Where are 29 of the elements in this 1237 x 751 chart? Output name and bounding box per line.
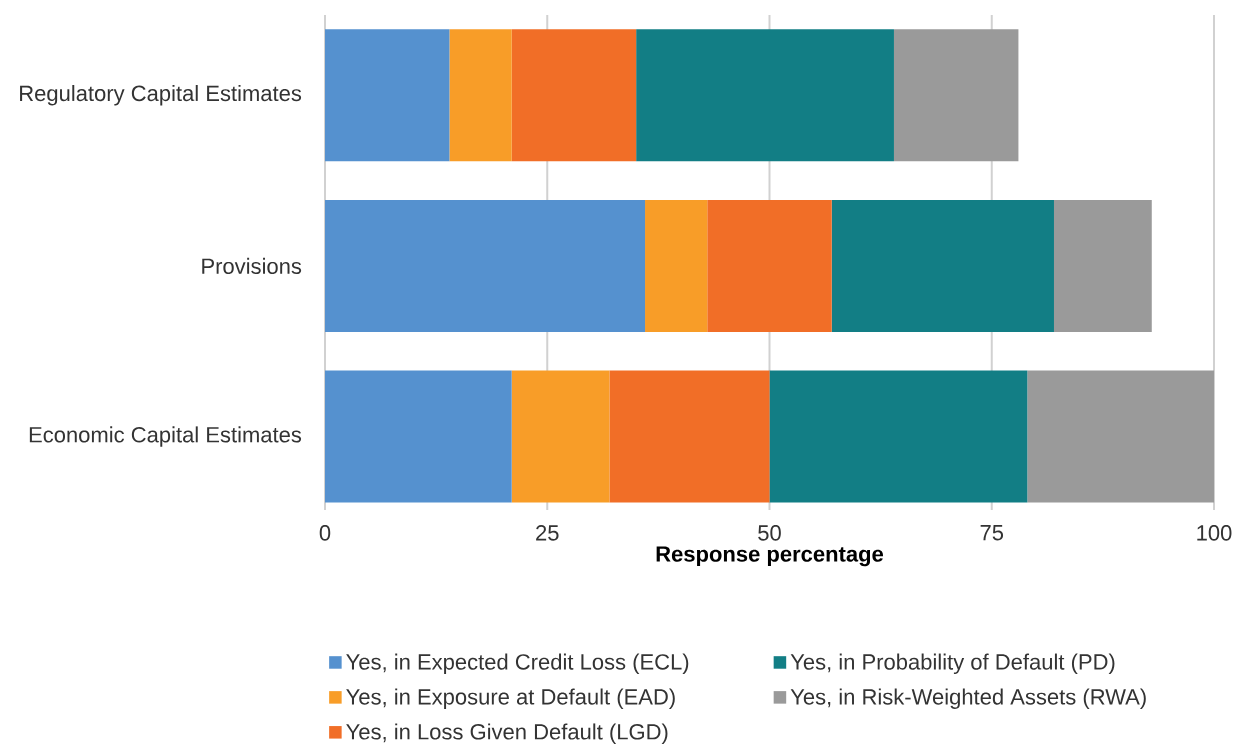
bar: [1027, 370, 1215, 503]
legend-label: Yes, in Probability of Default (PD): [790, 653, 1115, 675]
bar: [893, 29, 1019, 162]
x-tick-label: 75: [980, 525, 1004, 541]
bar: [325, 199, 646, 332]
bar: [707, 199, 832, 332]
bar: [449, 29, 512, 162]
y-tick-label: Provisions: [202, 257, 302, 275]
bar: [511, 370, 610, 503]
y-tick-label: Economic Capital Estimates: [29, 426, 302, 447]
x-axis-title: Response percentage: [656, 546, 884, 567]
legend-label: Yes, in Risk-Weighted Assets (RWA): [790, 688, 1146, 709]
legend-label: Yes, in Loss Given Default (LGD): [346, 723, 668, 744]
y-tick-label: Regulatory Capital Estimates: [20, 84, 302, 106]
bar: [636, 29, 894, 162]
bar: [325, 370, 512, 503]
bar: [769, 370, 1028, 503]
bar: [609, 370, 770, 503]
bar: [831, 199, 1054, 332]
legend-label: Yes, in Expected Credit Loss (ECL): [346, 653, 689, 675]
bar: [325, 29, 450, 162]
bar: [511, 29, 637, 162]
x-tick-label: 0: [319, 525, 331, 541]
x-tick-label: 50: [758, 525, 781, 541]
bar: [645, 199, 708, 332]
x-tick-label: 25: [536, 525, 559, 541]
legend-label: Yes, in Exposure at Default (EAD): [346, 688, 675, 709]
x-tick-label: 100: [1197, 525, 1232, 541]
bar: [1053, 199, 1152, 332]
